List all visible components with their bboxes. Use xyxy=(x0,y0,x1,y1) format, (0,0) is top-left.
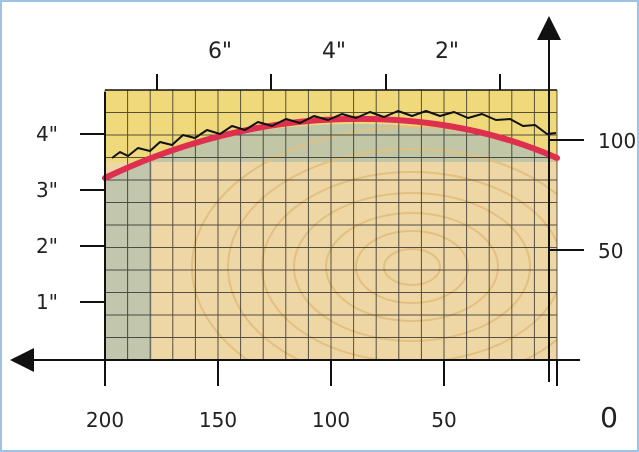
saw-blade-edge xyxy=(111,110,557,159)
right-ticks xyxy=(549,139,584,251)
up-arrow-icon xyxy=(537,16,561,40)
left-label-3: 3" xyxy=(36,178,58,202)
bottom-ticks xyxy=(104,360,558,386)
left-label-1: 1" xyxy=(36,290,58,314)
top-label-2: 2" xyxy=(435,39,459,64)
wood-rings xyxy=(191,126,557,360)
left-arrow-icon xyxy=(10,348,34,372)
right-label-50: 50 xyxy=(598,239,623,263)
left-label-4: 4" xyxy=(36,122,58,146)
left-label-2: 2" xyxy=(36,234,58,258)
top-ticks xyxy=(156,74,501,90)
bottom-label-50: 50 xyxy=(431,408,456,432)
top-label-4: 4" xyxy=(322,39,346,64)
right-label-100: 100 xyxy=(598,129,636,153)
left-ticks xyxy=(80,133,105,303)
red-curve xyxy=(102,115,560,181)
bottom-label-0: 0 xyxy=(600,401,618,434)
bottom-label-200: 200 xyxy=(86,408,124,432)
bottom-label-150: 150 xyxy=(199,408,237,432)
grid-lines xyxy=(104,89,558,361)
bottom-label-100: 100 xyxy=(312,408,350,432)
top-label-6: 6" xyxy=(208,39,232,64)
